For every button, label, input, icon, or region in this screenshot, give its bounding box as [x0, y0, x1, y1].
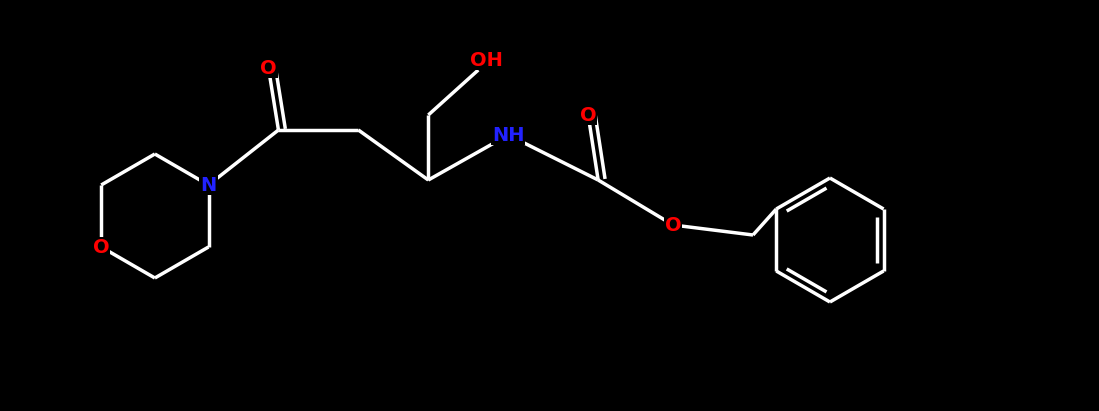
- Text: NH: NH: [492, 125, 524, 145]
- Text: OH: OH: [469, 51, 502, 69]
- Text: O: O: [260, 58, 277, 78]
- Text: O: O: [580, 106, 597, 125]
- Text: O: O: [665, 215, 681, 235]
- Text: N: N: [200, 175, 217, 194]
- Text: O: O: [93, 238, 110, 256]
